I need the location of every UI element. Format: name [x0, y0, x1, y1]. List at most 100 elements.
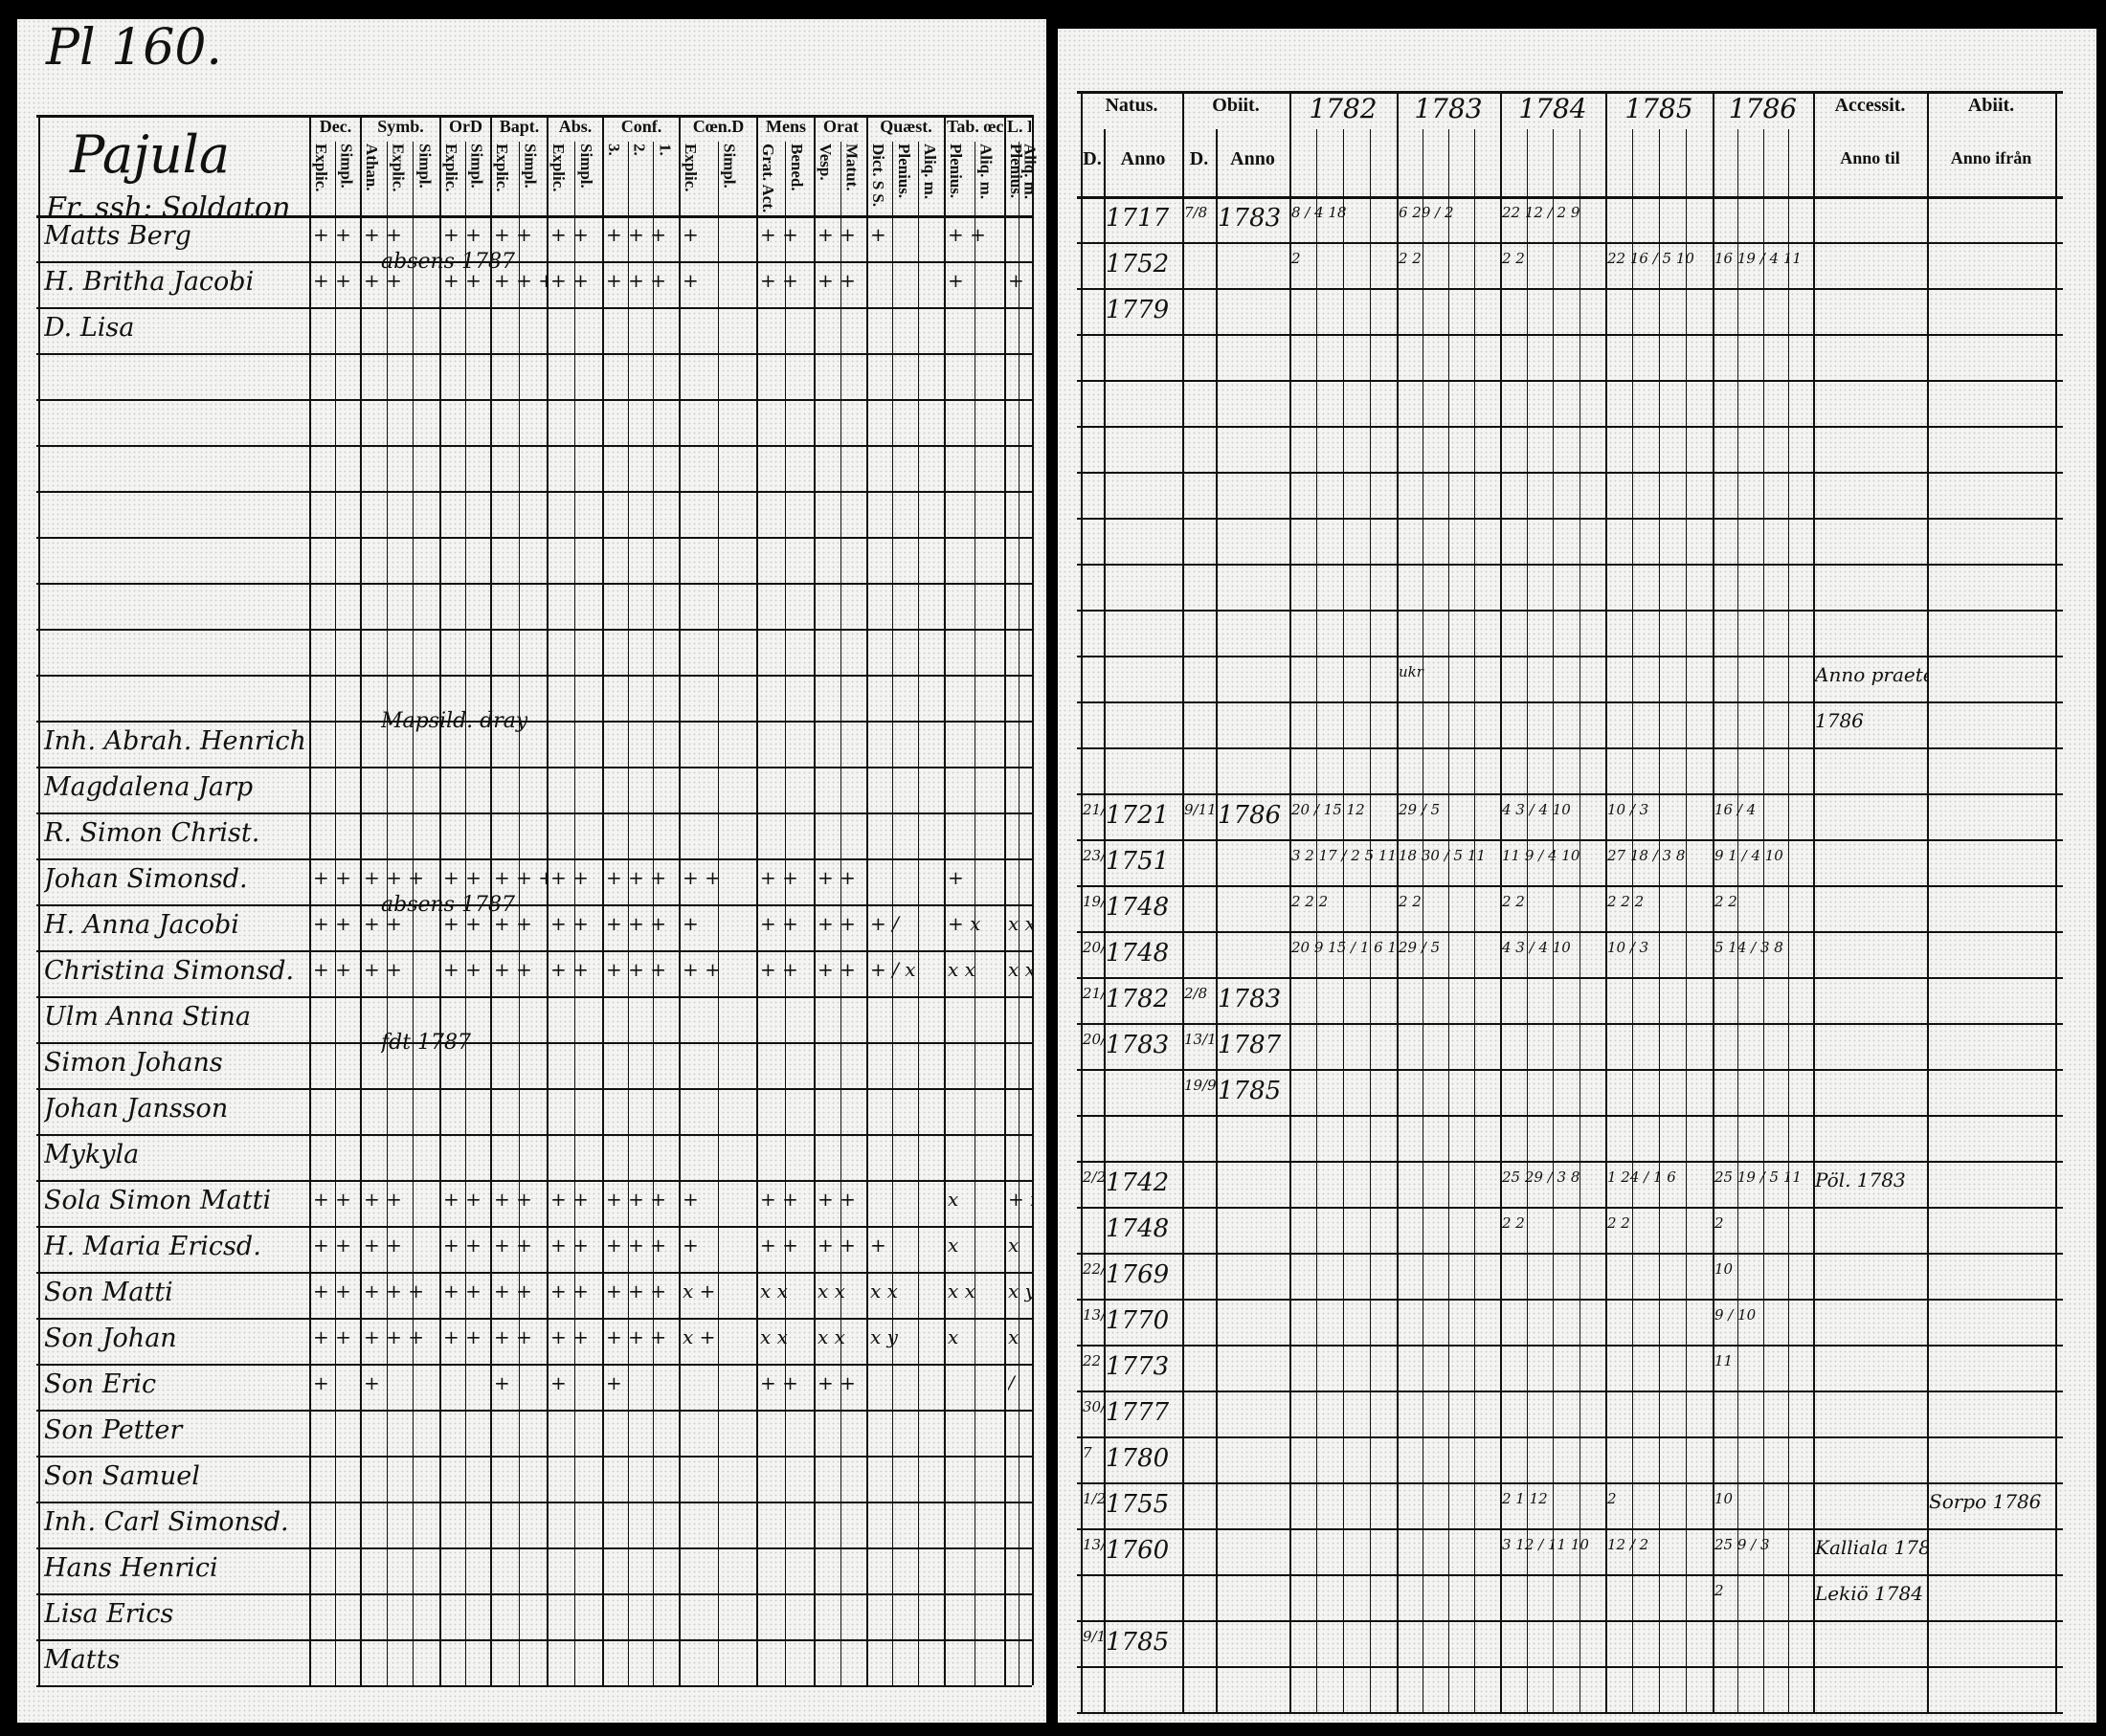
year-subcolumn: [1787, 129, 1789, 1712]
catechism-mark: + +: [443, 1234, 482, 1257]
birth-day: 7: [1083, 1444, 1092, 1461]
year-entry: 4 3 / 4 10: [1502, 801, 1571, 818]
column-group-title: Conf.: [620, 117, 662, 136]
person-name: Hans Henrici: [44, 1553, 218, 1583]
column-group-title: Mens: [766, 117, 806, 136]
person-name: Inh. Carl Simonsd.: [44, 1507, 289, 1537]
subcolumn-label: Grat. Act.: [759, 144, 777, 213]
year-subcolumn: [1737, 129, 1739, 1712]
accessit-entry: 1786: [1815, 709, 1864, 732]
column-group-title: L. B.: [1007, 117, 1031, 136]
person-name: Mykyla: [44, 1140, 140, 1169]
person-name: Son Samuel: [44, 1461, 200, 1491]
birth-year: 1721: [1106, 801, 1170, 830]
natus-year-header: Anno: [1120, 148, 1166, 169]
row-line: [1077, 1436, 2063, 1438]
natus-header: Natus.: [1105, 95, 1158, 116]
catechism-mark: + +: [443, 269, 482, 292]
year-entry: 25 9 / 3: [1714, 1536, 1770, 1553]
person-name: H. Anna Jacobi: [44, 910, 239, 940]
row-line: [1077, 1253, 2063, 1255]
row-line: [1077, 1345, 2063, 1347]
village-name: Pajula: [70, 124, 231, 185]
year-entry: 5 14 / 3 8: [1714, 939, 1783, 956]
birth-day: 21/10: [1083, 801, 1104, 818]
year-entry: 1 24 / 1 6: [1607, 1168, 1676, 1186]
catechism-mark: x: [948, 1188, 959, 1211]
catechism-mark: + +: [818, 958, 856, 981]
row-line: [1077, 885, 2063, 887]
abiit-entry: Sorpo 1786: [1929, 1490, 2042, 1513]
row-line: [1077, 1666, 2063, 1668]
year-subcolumn: [1343, 129, 1344, 1712]
birth-year: 1780: [1106, 1444, 1170, 1473]
row-line: [36, 583, 1032, 585]
catechism-mark: +: [364, 1371, 380, 1394]
column-border: [439, 115, 441, 1685]
birth-day: 23/11: [1083, 847, 1104, 864]
column-group-title: Orat: [823, 117, 859, 136]
catechism-mark: + +: [760, 269, 798, 292]
year-entry: 2 2: [1399, 250, 1422, 267]
year-entry: 16 19 / 4 11: [1714, 250, 1802, 267]
year-entry: 18 30 / 5 11: [1399, 847, 1486, 864]
row-line: [36, 1639, 1032, 1641]
year-entry: 2 2 2: [1291, 893, 1329, 910]
birth-day: 22/12: [1083, 1260, 1104, 1278]
column-border: [1081, 91, 1083, 1712]
year-entry: 12 / 2: [1607, 1536, 1649, 1553]
catechism-mark: x x: [760, 1325, 788, 1348]
row-line: [1077, 426, 2063, 428]
subcolumn-label: Plenius.: [1007, 144, 1025, 199]
row-line: [36, 537, 1032, 539]
catechism-mark: + +: [550, 912, 589, 935]
subcolumn-label: Simpl.: [720, 144, 739, 189]
row-line: [36, 1502, 1032, 1503]
row-line: [36, 858, 1032, 860]
annotation-note: absens 1787: [381, 250, 515, 274]
catechism-mark: + x: [948, 912, 981, 935]
column-border: [1032, 115, 1034, 1685]
birth-day: 19/1: [1083, 893, 1104, 910]
person-name: Matts Berg: [44, 221, 191, 251]
person-name: Son Johan: [44, 1324, 177, 1353]
row-line: [36, 1593, 1032, 1595]
catechism-mark: + +: [364, 958, 402, 981]
column-border: [1927, 91, 1929, 1712]
year-entry: 20 / 15 12: [1291, 801, 1365, 818]
death-year: 1783: [1218, 204, 1282, 233]
birth-day: 13/12: [1083, 1306, 1104, 1324]
catechism-mark: +: [313, 1371, 329, 1394]
year-subcolumn: [1448, 129, 1449, 1712]
column-border: [1397, 91, 1399, 1712]
subcolumn-label: 1.: [656, 144, 675, 156]
subcolumn-border: [918, 142, 919, 1685]
year-entry: 10 / 3: [1607, 939, 1649, 956]
birth-year: 1779: [1106, 296, 1170, 324]
catechism-mark: +: [683, 1188, 699, 1211]
person-name: Inh. Abrah. Henrich: [44, 726, 306, 756]
subcolumn-border: [840, 142, 841, 1685]
catechism-mark: x +: [683, 1325, 716, 1348]
catechism-mark: + +: [364, 223, 402, 246]
death-year: 1786: [1218, 801, 1282, 830]
person-name: H. Maria Ericsd.: [44, 1232, 261, 1261]
person-name: Simon Johans: [44, 1048, 223, 1078]
annotation-note: fdt 1787: [381, 1031, 472, 1055]
catechism-mark: + +: [443, 866, 482, 889]
death-day: 9/11: [1184, 801, 1216, 818]
row-line: [1077, 793, 2063, 795]
subcolumn-label: Simpl.: [521, 144, 540, 189]
catechism-mark: + + +: [606, 1325, 666, 1348]
catechism-mark: + +: [313, 1280, 351, 1302]
column-border: [866, 115, 868, 1685]
row-line: [1077, 380, 2063, 382]
catechism-mark: + +: [364, 912, 402, 935]
subcolumn-label: Aliq. m.: [1020, 144, 1040, 200]
column-border: [360, 115, 362, 1685]
row-line: [1077, 1207, 2063, 1209]
year-entry: 2: [1714, 1582, 1724, 1599]
subcolumn-label: Plenius.: [895, 144, 913, 199]
birth-year: 1752: [1106, 250, 1170, 278]
person-name: H. Britha Jacobi: [44, 267, 255, 297]
